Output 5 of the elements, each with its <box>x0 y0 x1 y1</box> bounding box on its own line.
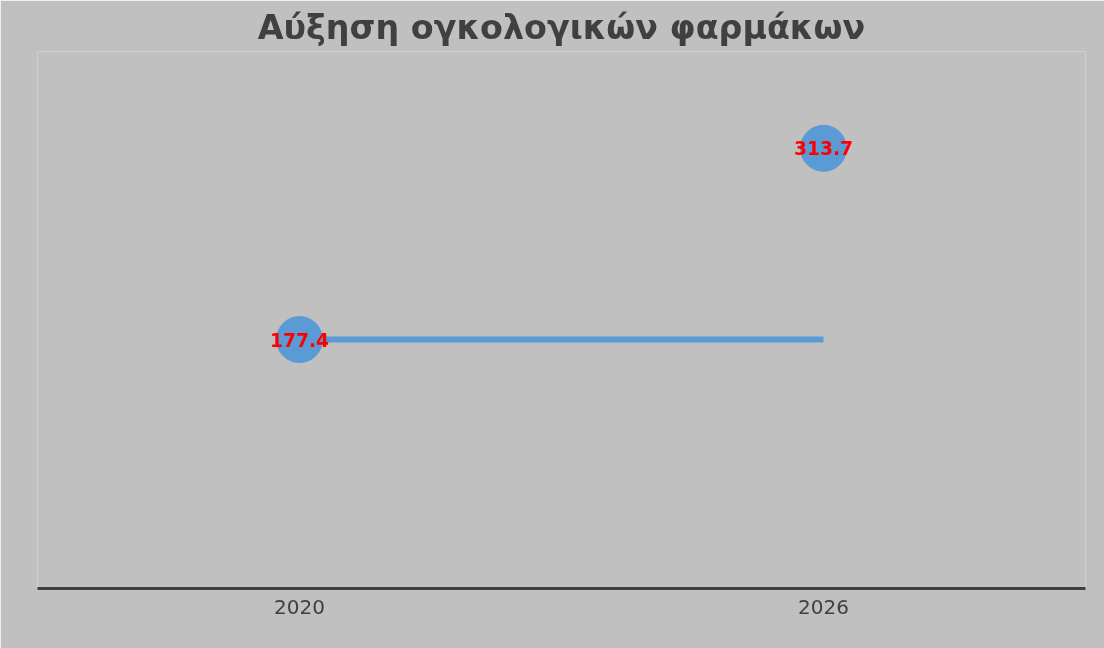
chart-title: Αύξηση ογκολογικών φαρμάκων <box>257 7 866 47</box>
x-tick-label: 2026 <box>798 594 849 619</box>
data-label: 177.4 <box>269 329 330 351</box>
data-label: 313.7 <box>793 138 854 160</box>
x-tick-label: 2020 <box>274 594 325 619</box>
